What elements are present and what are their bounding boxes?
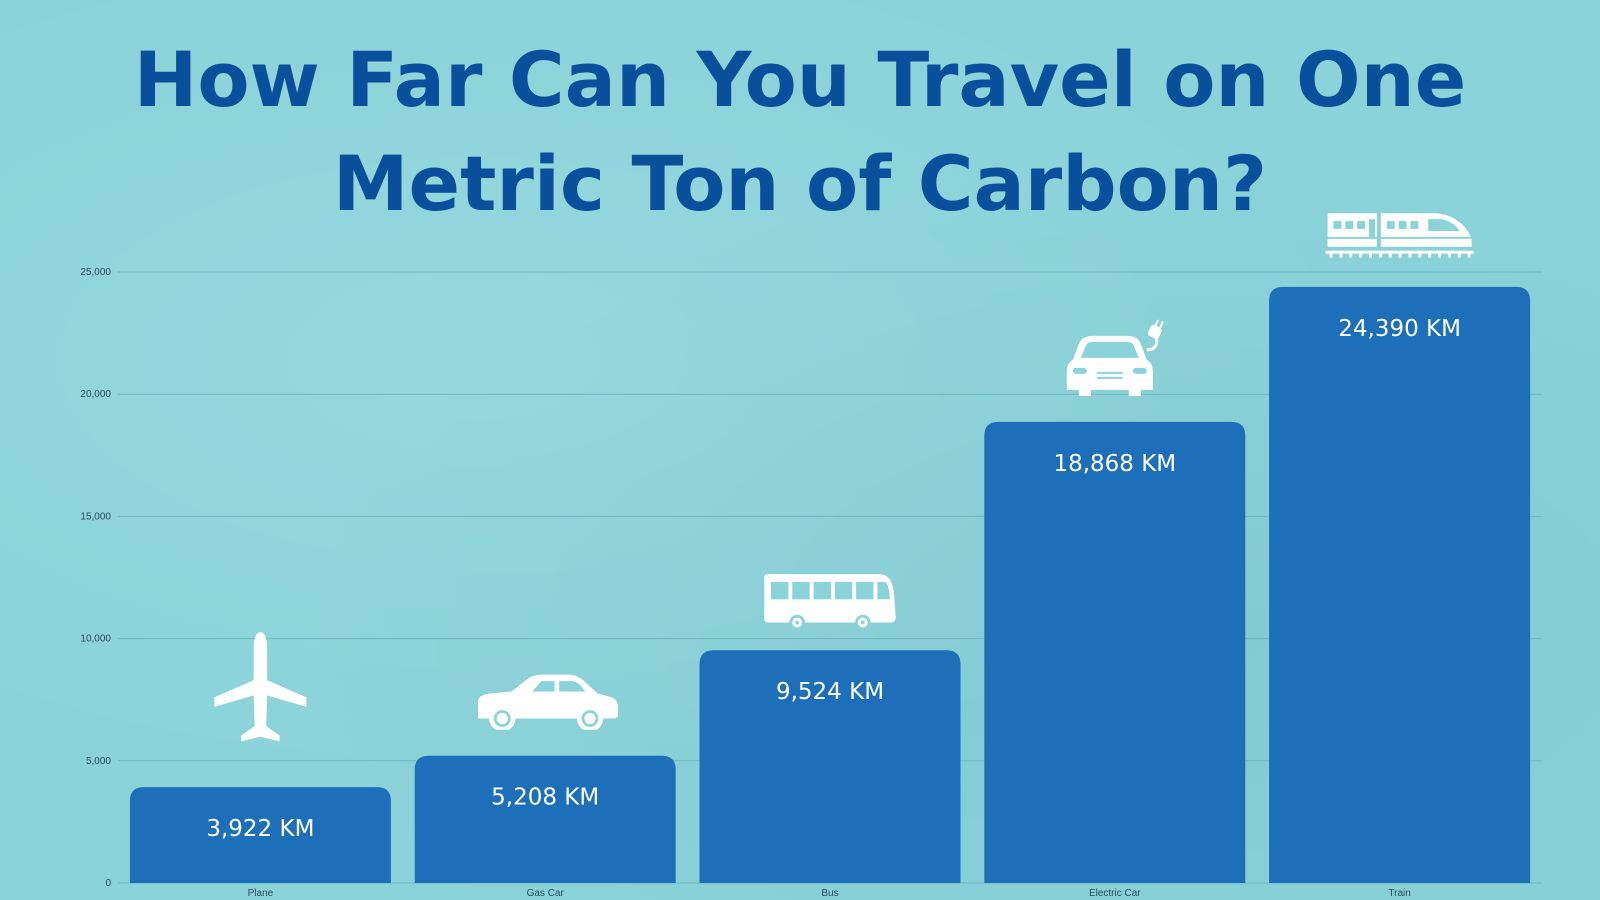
chart-title: How Far Can You Travel on One Metric Ton… bbox=[0, 28, 1600, 236]
bar-value-label: 24,390 KM bbox=[1338, 316, 1461, 342]
bar-value-label: 5,208 KM bbox=[491, 785, 599, 811]
chart-title-line-1: How Far Can You Travel on One bbox=[133, 35, 1467, 124]
x-axis-category-labels: Plane Gas Car Bus Electric Car Train bbox=[248, 888, 1411, 899]
y-tick-label: 15,000 bbox=[80, 511, 111, 522]
bus-icon bbox=[764, 574, 896, 631]
x-tick-label: Plane bbox=[248, 888, 274, 899]
train-icon bbox=[1325, 213, 1474, 258]
car-icon bbox=[478, 674, 618, 730]
y-axis-tick-labels: 0 5,000 10,000 15,000 20,000 25,000 bbox=[80, 267, 111, 889]
bar-electric-car bbox=[984, 421, 1246, 883]
y-tick-label: 20,000 bbox=[80, 389, 111, 400]
y-tick-label: 10,000 bbox=[80, 634, 111, 645]
bar-gas-car bbox=[414, 755, 676, 883]
x-tick-label: Train bbox=[1388, 888, 1410, 899]
bars bbox=[129, 286, 1531, 883]
bar-train bbox=[1269, 286, 1531, 883]
bar-value-label: 3,922 KM bbox=[206, 816, 314, 842]
chart-title-line-2: Metric Ton of Carbon? bbox=[332, 139, 1268, 228]
bar-value-label: 18,868 KM bbox=[1053, 451, 1176, 477]
y-tick-label: 5,000 bbox=[86, 756, 111, 767]
bar-bus bbox=[699, 650, 961, 883]
x-tick-label: Gas Car bbox=[527, 888, 565, 899]
x-tick-label: Electric Car bbox=[1089, 888, 1141, 899]
x-tick-label: Bus bbox=[821, 888, 838, 899]
electric-car-icon bbox=[1065, 319, 1165, 398]
bar-value-labels: 3,922 KM 5,208 KM 9,524 KM 18,868 KM 24,390 … bbox=[206, 316, 1461, 842]
y-tick-label: 0 bbox=[105, 878, 111, 889]
bar-plane bbox=[129, 787, 391, 883]
bar-value-label: 9,524 KM bbox=[776, 679, 884, 705]
plane-icon bbox=[214, 632, 307, 742]
y-tick-label: 25,000 bbox=[80, 267, 111, 278]
